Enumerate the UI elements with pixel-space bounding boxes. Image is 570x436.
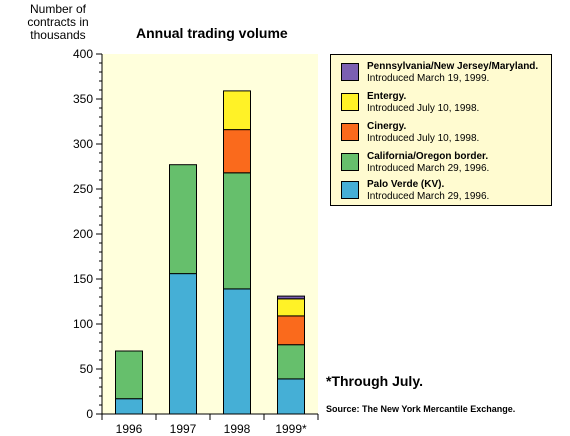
- legend-label: Entergy.: [367, 91, 407, 102]
- bar-segment: [223, 129, 251, 174]
- bar-segment: [223, 172, 251, 290]
- bar-segment: [277, 295, 305, 300]
- x-tick-label: 1997: [170, 422, 197, 436]
- legend-swatch-pjm: [341, 63, 359, 81]
- bar-segment: [223, 288, 251, 415]
- bar-segment: [115, 398, 143, 415]
- legend-swatch-entergy: [341, 93, 359, 111]
- y-tick-label: 100: [73, 317, 93, 331]
- legend-label: California/Oregon border.: [367, 151, 489, 162]
- footnote: *Through July.: [326, 373, 423, 389]
- x-tick-label: 1996: [116, 422, 143, 436]
- legend-swatch-palo-verde: [341, 181, 359, 199]
- legend-label: Palo Verde (KV).: [367, 179, 445, 190]
- x-tick-label: 1998: [224, 422, 251, 436]
- y-tick-label: 400: [73, 47, 93, 61]
- y-tick-label: 200: [73, 227, 93, 241]
- y-tick-label: 350: [73, 92, 93, 106]
- chart-title: Annual trading volume: [136, 25, 288, 41]
- y-tick-label: 300: [73, 137, 93, 151]
- legend-note: Introduced July 10, 1998.: [367, 133, 480, 144]
- bar-segment: [277, 298, 305, 317]
- legend-note: Introduced March 29, 1996.: [367, 191, 490, 202]
- legend-label: Cinergy.: [367, 121, 407, 132]
- y-axis-label-line3: thousands: [30, 28, 85, 42]
- legend-swatch-cob: [341, 153, 359, 171]
- y-tick-label: 250: [73, 182, 93, 196]
- bar-segment: [223, 90, 251, 131]
- y-axis-label-line1: Number of: [30, 2, 87, 16]
- bar-segment: [169, 273, 197, 415]
- bar-segment: [277, 378, 305, 415]
- legend-note: Introduced July 10, 1998.: [367, 103, 480, 114]
- y-axis-label-line2: contracts in: [27, 15, 88, 29]
- y-tick-label: 150: [73, 272, 93, 286]
- legend-label: Pennsylvania/New Jersey/Maryland.: [367, 61, 539, 72]
- bar-segment: [277, 315, 305, 346]
- legend-note: Introduced March 19, 1999.: [367, 73, 490, 84]
- x-tick-label: 1999*: [275, 422, 307, 436]
- legend: Pennsylvania/New Jersey/Maryland. Introd…: [330, 54, 552, 206]
- y-tick-label: 0: [86, 407, 93, 421]
- bar-segment: [169, 164, 197, 275]
- bar-segment: [277, 344, 305, 380]
- legend-note: Introduced March 29, 1996.: [367, 163, 490, 174]
- bar-segment: [115, 350, 143, 400]
- y-tick-label: 50: [80, 362, 94, 376]
- source-note: Source: The New York Mercantile Exchange…: [326, 404, 516, 414]
- legend-swatch-cinergy: [341, 123, 359, 141]
